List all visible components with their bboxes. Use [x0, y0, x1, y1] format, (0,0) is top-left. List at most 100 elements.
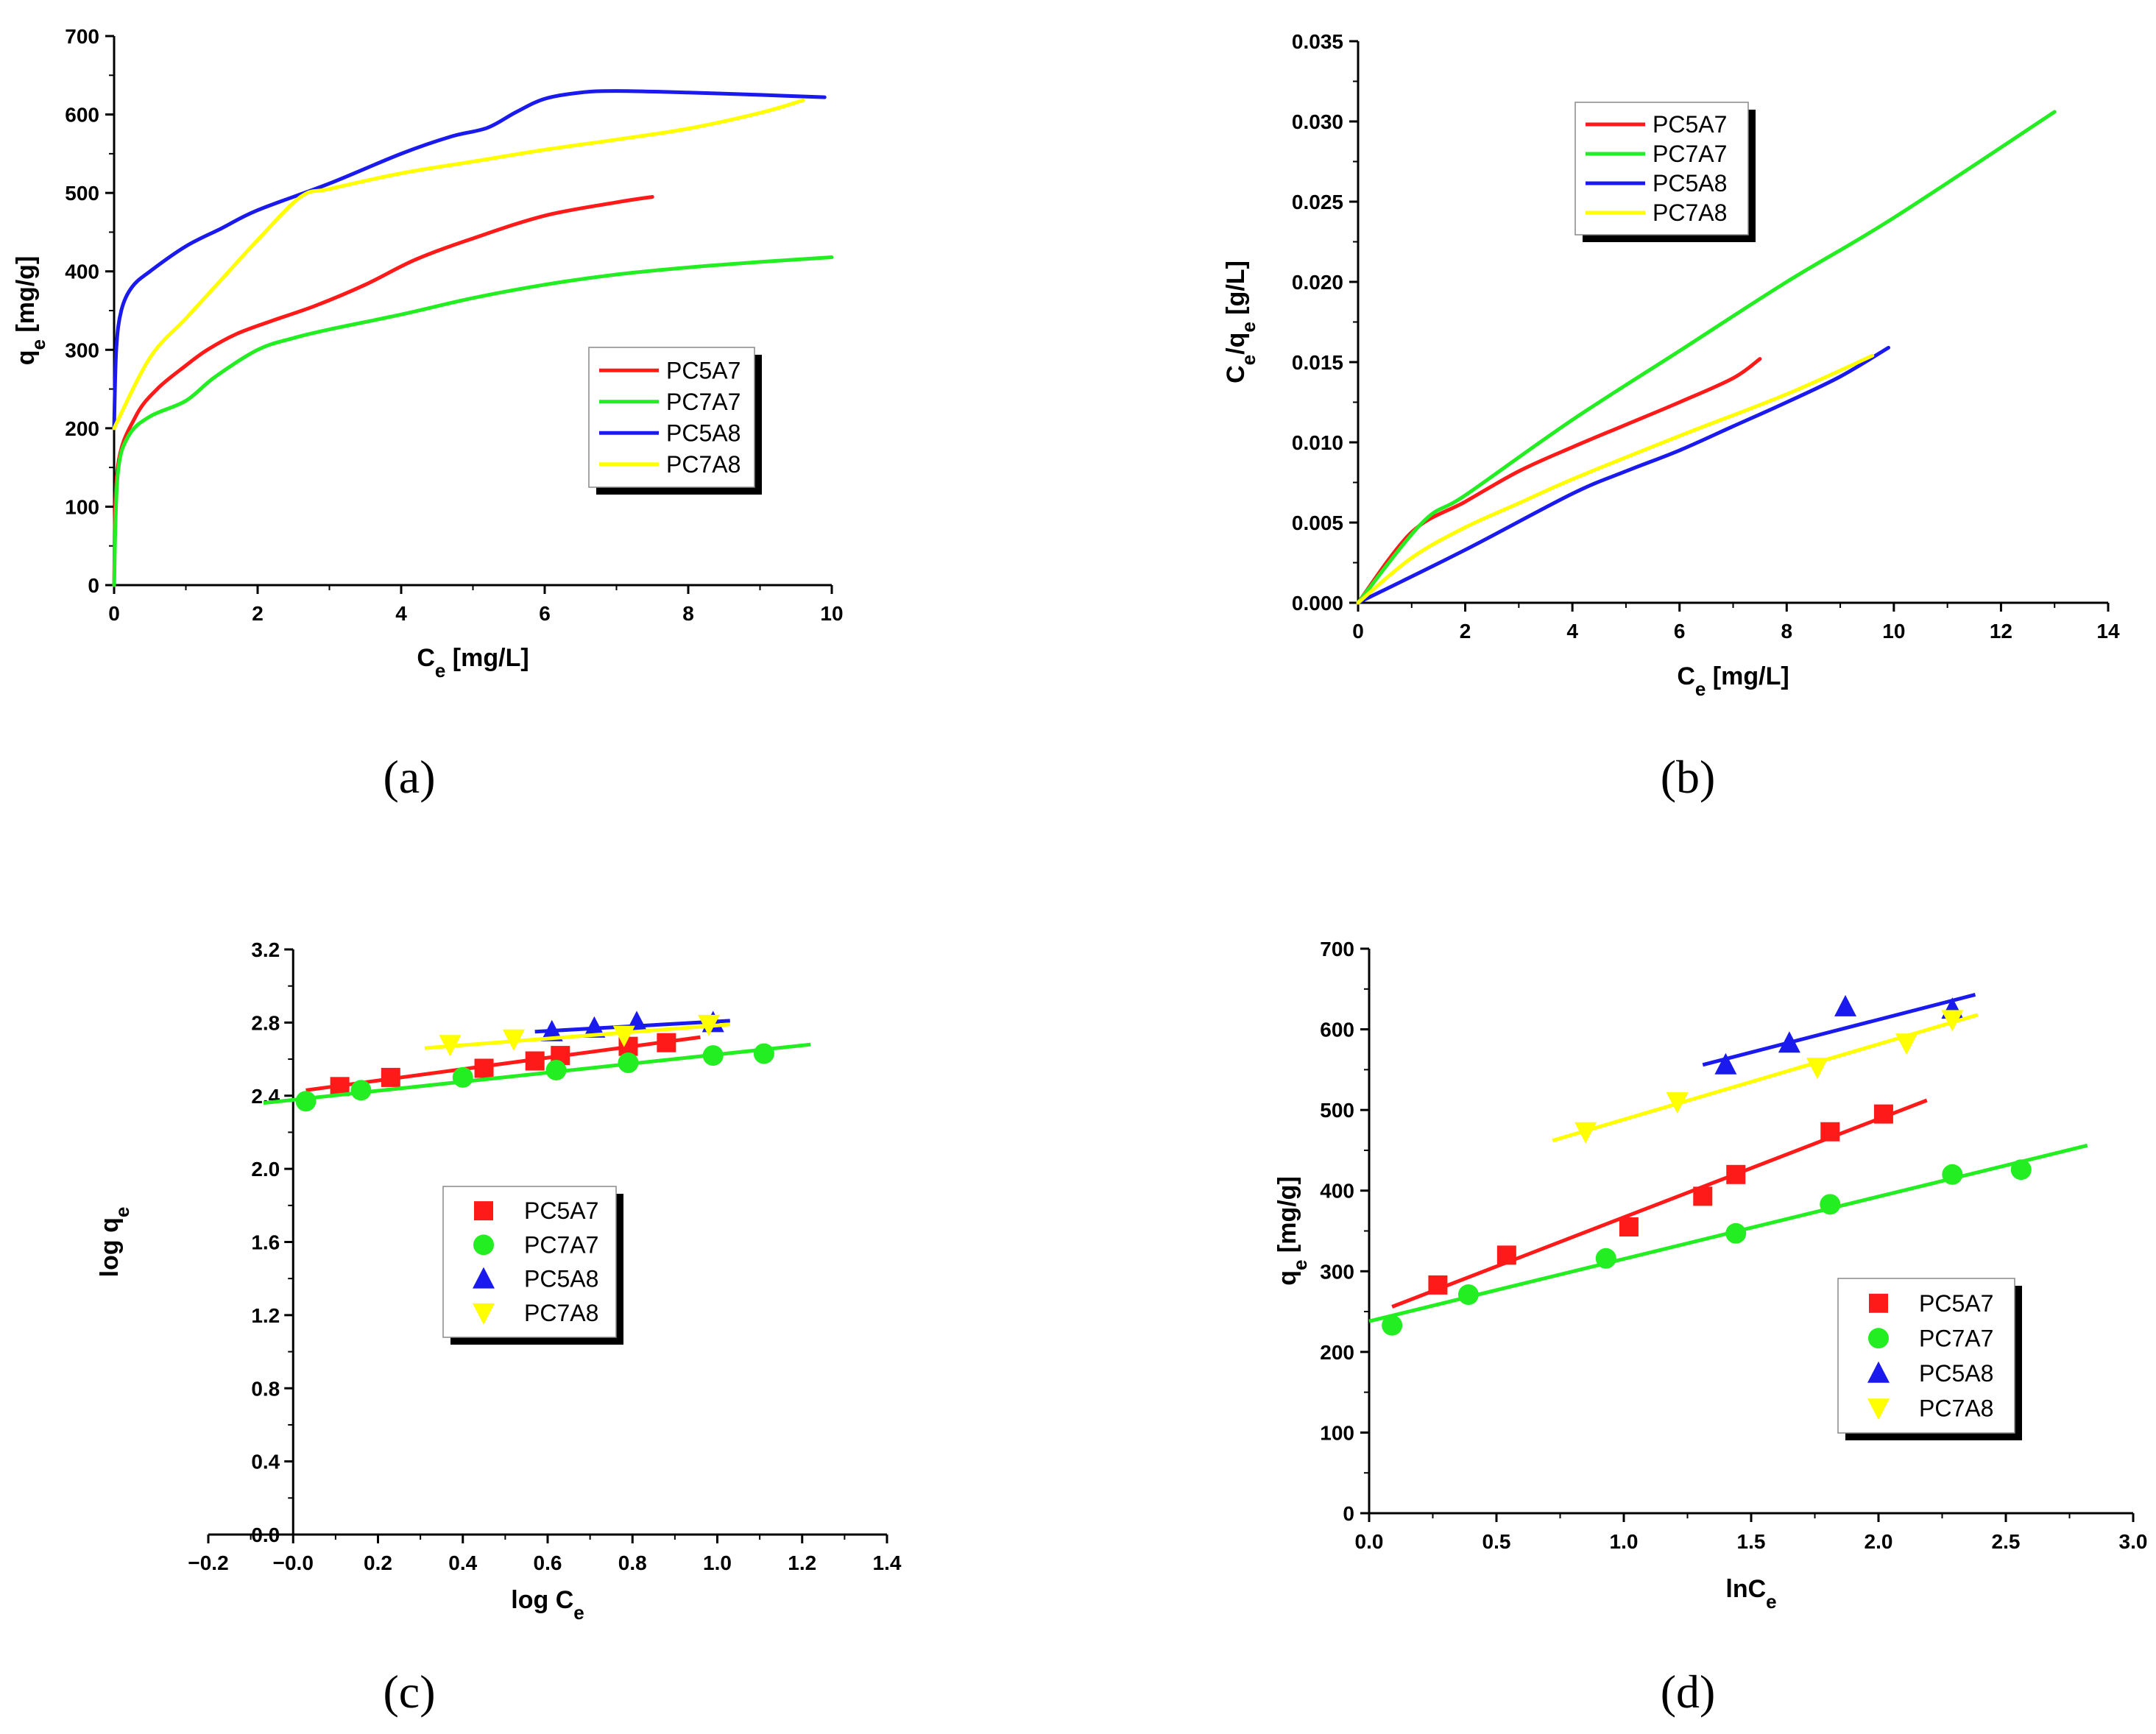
x-tick-label: 0.0	[1355, 1530, 1384, 1553]
data-point-pc5a8	[1778, 1031, 1800, 1053]
x-tick-label: 2	[1460, 620, 1471, 643]
x-tick-label: 2.5	[1992, 1530, 2021, 1553]
series-line-pc7a7	[112, 255, 834, 587]
legend-marker-pc7a8	[1867, 1398, 1890, 1420]
data-point-pc7a7	[702, 1045, 724, 1066]
legend-marker-pc5a8	[473, 1267, 495, 1289]
y-tick-label: 200	[1320, 1341, 1354, 1364]
y-tick-label: 2.0	[251, 1158, 280, 1181]
data-point-pc7a8	[1574, 1122, 1597, 1144]
y-tick-label: 0.025	[1292, 191, 1343, 213]
data-point-pc7a7	[1457, 1284, 1479, 1306]
x-axis-label: log Ce	[511, 1586, 584, 1624]
legend-label-pc5a7: PC5A7	[1653, 111, 1727, 138]
y-tick-label: 0.005	[1292, 512, 1343, 534]
x-tick-label: −0.0	[273, 1551, 314, 1574]
legend-marker-pc7a7	[1868, 1328, 1889, 1349]
legend-label-pc7a8: PC7A8	[1653, 199, 1727, 226]
data-point-pc7a8	[1666, 1092, 1689, 1114]
x-tick-label: 0.2	[364, 1551, 392, 1574]
legend-label-pc5a7: PC5A7	[524, 1197, 598, 1224]
y-tick-label: 3.2	[251, 938, 280, 961]
data-point-pc7a7	[1725, 1222, 1747, 1244]
y-tick-label: 500	[1320, 1099, 1354, 1122]
data-point-pc5a7	[474, 1058, 494, 1078]
data-point-pc7a7	[350, 1080, 372, 1101]
data-point-pc7a8	[1941, 1010, 1964, 1032]
data-point-pc7a7	[295, 1091, 317, 1112]
legend-label-pc7a7: PC7A7	[666, 389, 741, 415]
y-tick-label: 500	[65, 182, 99, 205]
panel-label: (c)	[383, 1666, 435, 1718]
y-tick-label: 0	[1343, 1502, 1354, 1525]
y-tick-label: 300	[65, 339, 99, 361]
y-axis-label: qe [mg/g]	[12, 256, 49, 366]
y-axis-label: Ce/qe [g/L]	[1222, 261, 1259, 383]
legend-box	[1837, 1278, 2015, 1434]
series-line-pc5a7	[112, 194, 654, 587]
x-tick-label: 12	[1990, 620, 2012, 643]
y-tick-label: 0	[88, 574, 99, 597]
x-tick-label: 0.6	[534, 1551, 562, 1574]
y-tick-label: 1.2	[251, 1304, 280, 1327]
data-point-pc7a7	[1382, 1314, 1403, 1336]
legend-label-pc7a8: PC7A8	[666, 451, 741, 478]
y-tick-label: 700	[65, 25, 99, 48]
legend-label-pc5a7: PC5A7	[666, 357, 741, 383]
legend-label-pc5a7: PC5A7	[1919, 1290, 1993, 1317]
y-tick-label: 0.0	[251, 1524, 280, 1546]
legend-label-pc7a7: PC7A7	[1919, 1325, 1993, 1351]
fit-line-pc7a8	[424, 1022, 730, 1050]
legend-marker-pc5a7	[1869, 1293, 1888, 1313]
data-point-pc5a8	[1834, 994, 1857, 1016]
x-tick-label: 2	[252, 602, 264, 625]
series-line-pc7a7	[1356, 110, 2057, 605]
y-tick-label: 0.010	[1292, 431, 1343, 454]
legend-label-pc7a8: PC7A8	[1919, 1395, 1993, 1421]
data-point-pc7a8	[502, 1029, 525, 1051]
data-point-pc5a7	[1820, 1122, 1840, 1142]
x-tick-label: 1.0	[1610, 1530, 1639, 1553]
x-tick-label: 8	[1781, 620, 1792, 643]
series-line-pc5a8	[1356, 345, 1891, 605]
y-tick-label: 200	[65, 417, 99, 440]
y-tick-label: 600	[65, 104, 99, 127]
x-axis-label: Ce [mg/L]	[1677, 662, 1789, 700]
x-tick-label: 10	[820, 602, 843, 625]
data-point-pc7a8	[1806, 1058, 1828, 1080]
y-tick-label: 0.035	[1292, 30, 1343, 53]
chart-panel-d: 0.0 0.5 1.0 1.5 2.0 2.5 3.0 0 100 200 300 400 500 600…	[1273, 938, 2147, 1718]
x-tick-label: 6	[539, 602, 551, 625]
x-tick-label: 0.8	[618, 1551, 647, 1574]
data-point-pc7a7	[1820, 1194, 1841, 1215]
y-tick-label: 100	[1320, 1421, 1354, 1444]
data-point-pc7a7	[452, 1066, 473, 1088]
series-line-pc5a7	[1356, 357, 1762, 605]
data-point-pc5a7	[1693, 1186, 1713, 1206]
legend-marker-pc7a7	[473, 1234, 494, 1256]
y-tick-label: 2.8	[251, 1011, 280, 1034]
legend-label-pc7a7: PC7A7	[524, 1231, 598, 1258]
y-tick-label: 400	[1320, 1180, 1354, 1203]
x-tick-label: 2.0	[1865, 1530, 1893, 1553]
data-point-pc7a7	[2010, 1159, 2032, 1181]
data-point-pc5a7	[657, 1033, 676, 1052]
data-point-pc7a7	[618, 1052, 639, 1074]
data-point-pc7a7	[1595, 1248, 1616, 1269]
y-tick-label: 600	[1320, 1019, 1354, 1041]
data-point-pc7a8	[1895, 1033, 1918, 1055]
legend-label-pc5a8: PC5A8	[1653, 170, 1727, 197]
legend: PC5A7 PC7A7 PC5A8 PC7A8	[1837, 1278, 2022, 1440]
data-point-pc5a7	[1496, 1245, 1516, 1265]
legend-label-pc5a8: PC5A8	[1919, 1360, 1993, 1387]
panel-label: (a)	[383, 751, 435, 803]
series-line-pc5a8	[112, 89, 827, 431]
x-tick-label: 0	[108, 602, 120, 625]
x-axis-label: lnCe	[1725, 1575, 1776, 1613]
legend-marker-pc5a7	[474, 1201, 493, 1221]
data-point-pc7a8	[697, 1014, 720, 1036]
